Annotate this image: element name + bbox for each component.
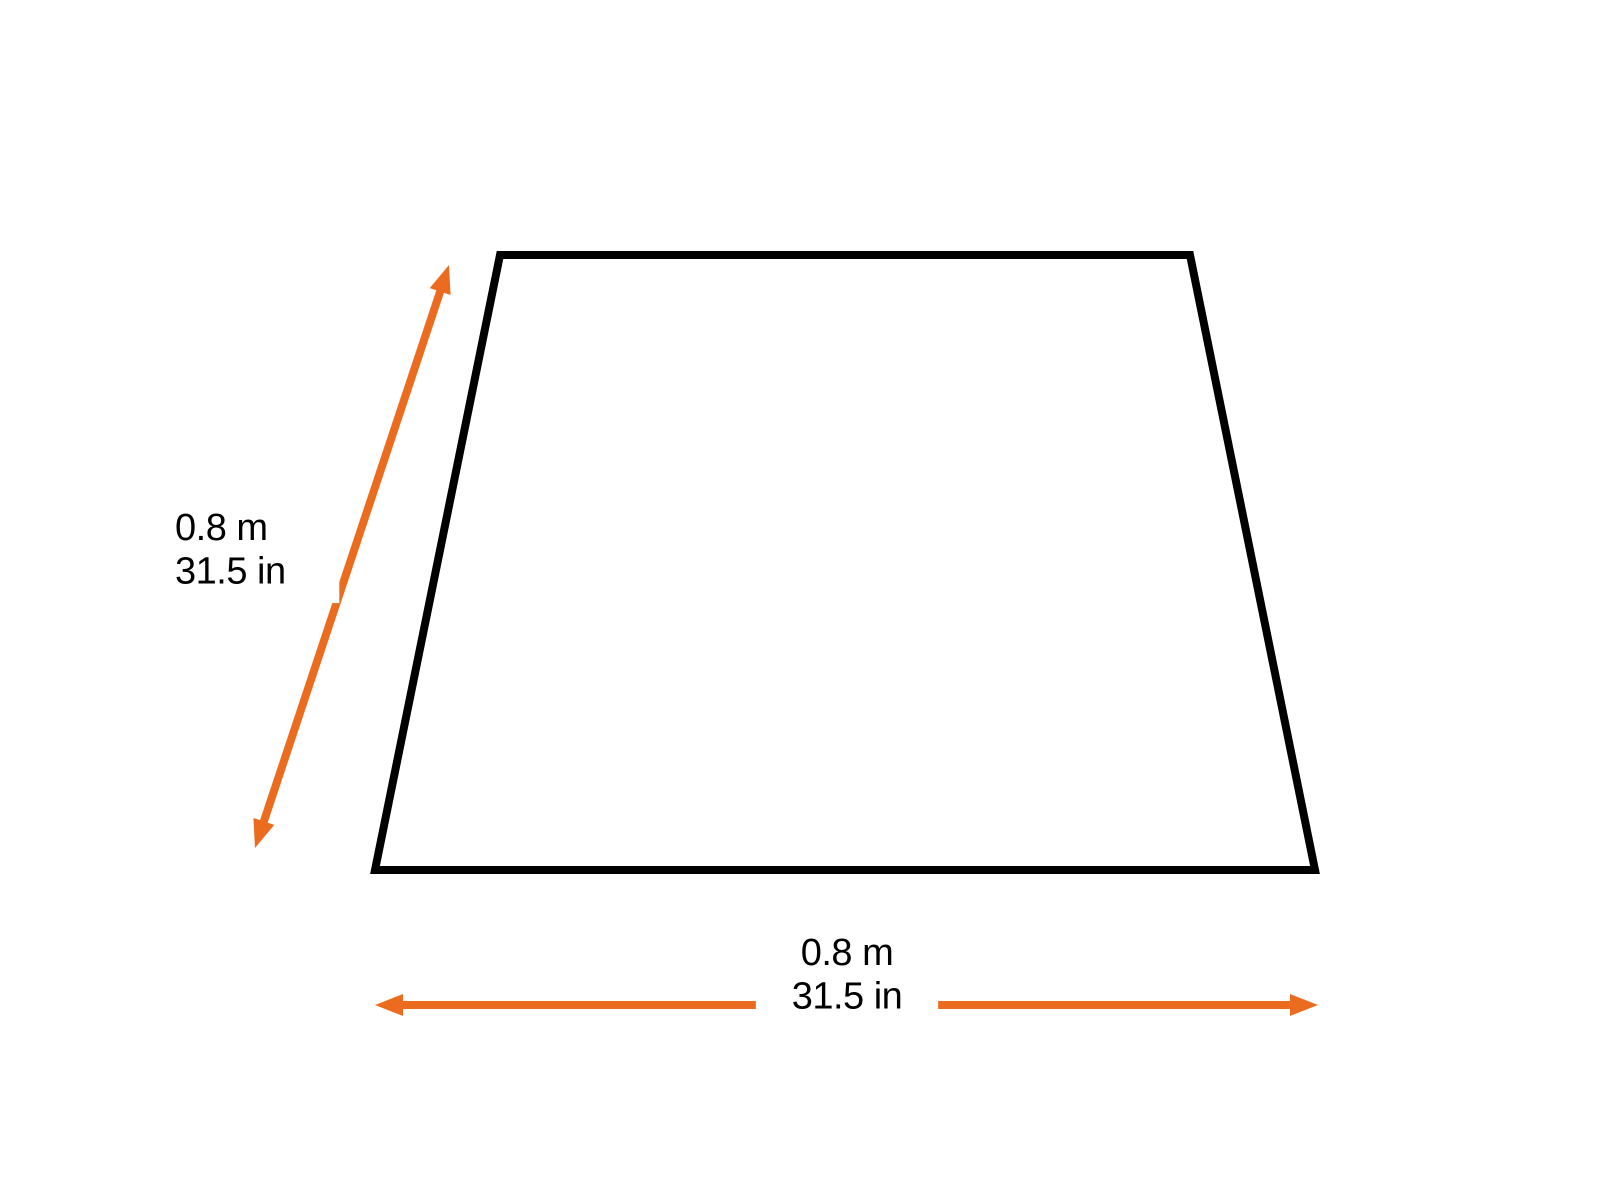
side-dimension-label-imperial: 31.5 in [175,551,286,593]
bottom-dimension-label-imperial: 31.5 in [792,976,903,1018]
side-dimension-label-metric: 0.8 m [175,507,268,549]
bottom-dimension-label: 0.8 m31.5 in [792,932,903,1018]
bottom-dimension-label-metric: 0.8 m [801,932,894,974]
trapezoid-shape [375,255,1315,870]
